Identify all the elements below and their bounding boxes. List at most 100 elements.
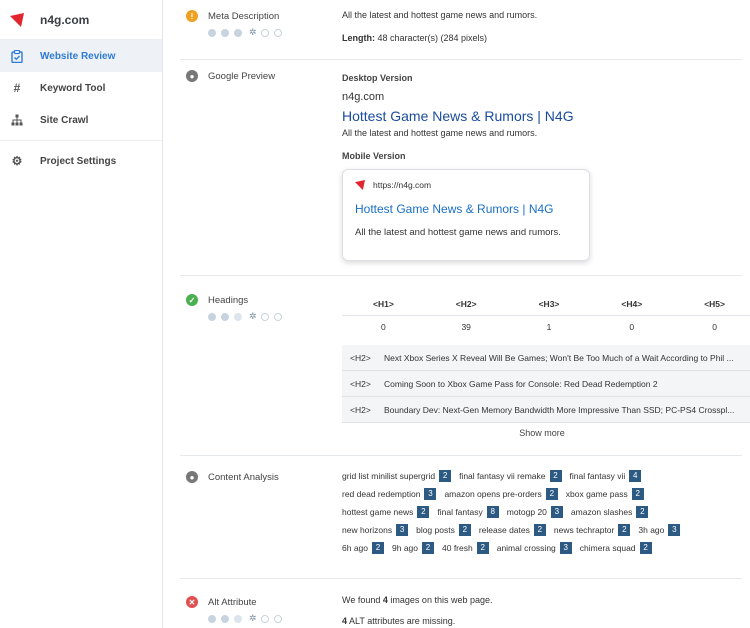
clipboard-check-icon <box>10 49 24 63</box>
keyword-count-badge: 2 <box>639 541 652 554</box>
keyword-text: release dates <box>478 524 530 535</box>
count-cell: 0 <box>342 314 425 339</box>
sitemap-icon <box>10 113 24 127</box>
check-icon: ✓ <box>186 294 198 306</box>
count-cell: 1 <box>507 314 591 339</box>
keyword-text: amazon slashes <box>570 506 633 517</box>
nav-label: Keyword Tool <box>40 82 106 94</box>
hash-icon: # <box>13 81 21 95</box>
keyword-count-badge: 2 <box>618 523 631 536</box>
list-item: <H2> Boundary Dev: Next-Gen Memory Bandw… <box>342 397 750 423</box>
meta-length: Length: 48 character(s) (284 pixels) <box>342 33 742 43</box>
headings-list: <H2> Next Xbox Series X Reveal Will Be G… <box>342 345 750 423</box>
keyword-text: blog posts <box>416 524 455 535</box>
nav-project-settings[interactable]: ⚙ Project Settings <box>0 145 162 177</box>
meta-description-text: All the latest and hottest game news and… <box>342 10 538 20</box>
nav-divider <box>0 140 162 141</box>
section-title: Google Preview <box>208 70 276 82</box>
meter-dot <box>221 614 229 623</box>
keyword-count-badge: 2 <box>372 541 384 554</box>
show-more-link[interactable]: Show more <box>519 428 565 438</box>
keyword-text: 40 fresh <box>442 542 473 553</box>
keyword-text: amazon opens pre-orders <box>444 488 542 499</box>
keyword-tag: motogp 20 3 <box>507 504 563 519</box>
keyword-count-badge: 2 <box>533 523 546 536</box>
desktop-description: All the latest and hottest game news and… <box>342 128 538 138</box>
keyword-tag: grid list minilist supergrid 2 <box>342 468 452 483</box>
keyword-count-badge: 8 <box>486 505 499 518</box>
main-content: ! Meta Description ✲ All the latest and … <box>164 0 750 628</box>
mobile-url: https://n4g.com <box>373 180 432 190</box>
keyword-count-badge: 3 <box>424 487 437 500</box>
priority-meter: ✲ <box>208 311 326 322</box>
meter-dot <box>234 312 242 321</box>
desktop-title[interactable]: Hottest Game News & Rumors | N4G <box>342 108 574 124</box>
keyword-tag: final fantasy vii remake 2 <box>459 468 562 483</box>
eye-icon: ● <box>186 70 198 82</box>
keyword-text: red dead redemption <box>342 488 421 499</box>
keyword-tag: 6h ago 2 <box>342 540 384 555</box>
keyword-text: grid list minilist supergrid <box>342 470 436 481</box>
keyword-tag: amazon slashes 2 <box>570 504 649 519</box>
meter-dot <box>208 28 216 37</box>
keyword-count-badge: 2 <box>636 505 649 518</box>
keyword-text: animal crossing <box>496 542 556 553</box>
brand-header[interactable]: n4g.com <box>0 0 162 40</box>
keyword-tag: final fantasy 8 <box>437 504 499 519</box>
keyword-count-badge: 2 <box>417 505 430 518</box>
keyword-count-badge: 3 <box>559 541 572 554</box>
gear-icon: ✲ <box>249 27 257 37</box>
text-fragment: 48 character(s) (284 pixels) <box>377 33 488 43</box>
keyword-text: hottest game news <box>342 506 414 517</box>
nav-site-crawl[interactable]: Site Crawl <box>0 104 162 136</box>
mobile-preview-card: https://n4g.com Hottest Game News & Rumo… <box>342 169 590 261</box>
nav-label: Website Review <box>40 50 116 62</box>
keyword-count-badge: 2 <box>549 469 562 482</box>
meter-dot <box>273 312 282 321</box>
priority-meter: ✲ <box>208 613 326 624</box>
meter-dot <box>234 28 242 37</box>
keyword-cloud: grid list minilist supergrid 2 final fant… <box>342 468 742 558</box>
keyword-text: 9h ago <box>392 542 418 553</box>
keyword-tag: final fantasy vii 4 <box>570 468 642 483</box>
mobile-title[interactable]: Hottest Game News & Rumors | N4G <box>355 202 554 216</box>
keyword-text: 6h ago <box>342 542 368 553</box>
keyword-count-badge: 3 <box>668 523 681 536</box>
meter-dot <box>221 312 229 321</box>
meter-dot <box>208 312 216 321</box>
keyword-tag: amazon opens pre-orders 2 <box>444 486 558 501</box>
list-item: <H2> Next Xbox Series X Reveal Will Be G… <box>342 345 750 371</box>
text-fragment: Coming Soon to Xbox Game Pass for Consol… <box>384 378 658 389</box>
section-google-preview: ● Google Preview Desktop Version n4g.com… <box>180 60 742 276</box>
keyword-text: xbox game pass <box>565 488 628 499</box>
text-fragment: Boundary Dev: Next-Gen Memory Bandwidth … <box>384 404 735 415</box>
meter-dot <box>260 28 269 37</box>
eye-icon: ● <box>186 471 198 483</box>
keyword-tag: hottest game news 2 <box>342 504 430 519</box>
nav-website-review[interactable]: Website Review <box>0 40 162 72</box>
alt-images-found: We found 4 images on this web page. <box>342 595 742 605</box>
error-icon: ✕ <box>186 596 198 608</box>
keyword-text: news techraptor <box>553 524 615 535</box>
gear-icon: ✲ <box>249 613 257 623</box>
keyword-count-badge: 2 <box>439 469 452 482</box>
text-fragment: Length: <box>342 33 375 43</box>
headings-count-table: <H1> <H2> <H3> <H4> <H5> 0 39 1 0 0 <box>342 293 750 339</box>
text-fragment: <H2> <box>350 352 371 363</box>
text-fragment: <H2> <box>350 404 371 415</box>
keyword-text: motogp 20 <box>506 506 547 517</box>
meter-dot <box>221 28 229 37</box>
section-headings: ✓ Headings ✲ <H1> <H2> <H3> <H4> <H5> 0 <box>180 276 750 456</box>
keyword-count-badge: 2 <box>422 541 434 554</box>
desktop-version-label: Desktop Version <box>342 73 413 83</box>
keyword-count-badge: 2 <box>545 487 558 500</box>
section-title: Meta Description <box>208 10 280 22</box>
text-fragment: 4 <box>382 595 388 605</box>
count-cell: 0 <box>590 314 674 339</box>
priority-meter: ✲ <box>208 27 326 38</box>
sidebar: n4g.com Website Review # Keyword Tool Si… <box>0 0 163 628</box>
meter-dot <box>208 614 216 623</box>
nav-keyword-tool[interactable]: # Keyword Tool <box>0 72 162 104</box>
keyword-count-badge: 4 <box>629 469 642 482</box>
col-header: <H1> <box>373 298 394 309</box>
